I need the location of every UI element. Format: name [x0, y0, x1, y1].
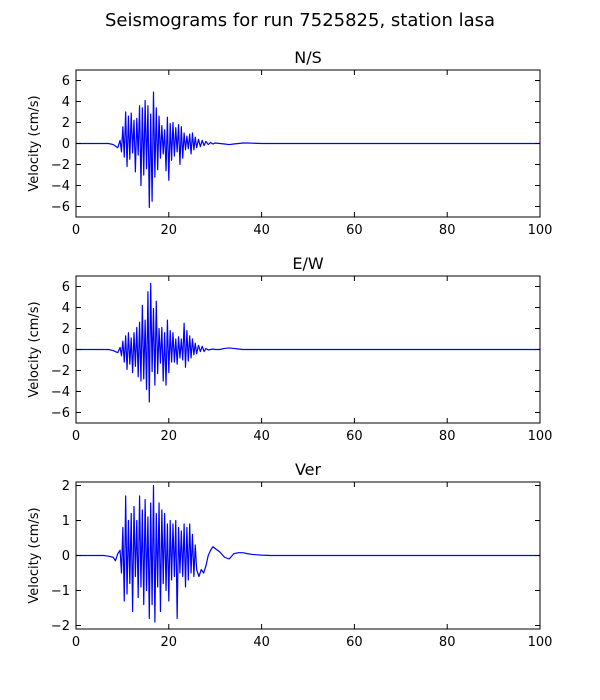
ns-x-tick-label: 100 [528, 223, 553, 238]
ew-subplot-title: E/W [292, 254, 324, 273]
ns-x-tick-label: 20 [161, 223, 178, 238]
ns-x-tick-label: 60 [346, 223, 363, 238]
ver-subplot: 0 20 40 60 80 100 −2 −1 0 1 2 Ver Velocity (cm/s) [27, 460, 552, 650]
ew-y-tick-label: 6 [62, 280, 70, 295]
ns-y-tick-label: 2 [62, 116, 70, 131]
ew-y-tick-label: −2 [51, 364, 70, 379]
ew-x-tick-label: 40 [253, 429, 270, 444]
ew-y-tick-label: 4 [62, 301, 70, 316]
ew-y-tick-label: −4 [51, 385, 70, 400]
ver-x-tick-label: 0 [72, 635, 80, 650]
ns-subplot-title: N/S [294, 48, 322, 67]
ver-y-axis-label: Velocity (cm/s) [27, 507, 42, 603]
ns-x-tick-label: 80 [439, 223, 456, 238]
ns-x-tick-label: 0 [72, 223, 80, 238]
ver-y-tick-label: 2 [62, 479, 70, 494]
ver-x-tick-label: 60 [346, 635, 363, 650]
ver-y-tick-label: 1 [62, 514, 70, 529]
ver-x-tick-label: 80 [439, 635, 456, 650]
ver-x-tick-label: 40 [253, 635, 270, 650]
ver-y-tick-label: 0 [62, 549, 70, 564]
ew-subplot: 0 20 40 60 80 100 −6 −4 −2 0 2 4 6 E/W Velocity (cm/s) [27, 254, 552, 444]
ns-y-tick-label: 6 [62, 74, 70, 89]
ns-y-tick-label: −2 [51, 158, 70, 173]
ver-x-tick-label: 100 [528, 635, 553, 650]
ns-x-tick-label: 40 [253, 223, 270, 238]
ew-y-axis-label: Velocity (cm/s) [27, 301, 42, 397]
ew-x-tick-label: 80 [439, 429, 456, 444]
ew-y-tick-label: 2 [62, 322, 70, 337]
ver-y-tick-label: −2 [51, 619, 70, 634]
figure-title: Seismograms for run 7525825, station las… [104, 10, 496, 31]
ver-subplot-title: Ver [295, 460, 322, 479]
ver-y-tick-label: −1 [51, 584, 70, 599]
ns-y-tick-label: 4 [62, 95, 70, 110]
ns-y-tick-label: 0 [62, 137, 70, 152]
ew-x-tick-label: 60 [346, 429, 363, 444]
ew-y-tick-label: −6 [51, 406, 70, 421]
ew-velocity-trace [76, 282, 540, 403]
ns-y-axis-label: Velocity (cm/s) [27, 95, 42, 191]
ns-subplot: 0 20 40 60 80 100 −6 −4 −2 0 2 4 6 N/S Velocity (cm/s) [27, 48, 552, 238]
ew-x-tick-label: 100 [528, 429, 553, 444]
ew-y-tick-label: 0 [62, 343, 70, 358]
ew-x-tick-label: 20 [161, 429, 178, 444]
ver-velocity-trace [76, 484, 540, 623]
ns-y-tick-label: −6 [51, 200, 70, 215]
ns-velocity-trace [76, 91, 540, 209]
ver-x-tick-label: 20 [161, 635, 178, 650]
ew-x-tick-label: 0 [72, 429, 80, 444]
ns-y-tick-label: −4 [51, 179, 70, 194]
